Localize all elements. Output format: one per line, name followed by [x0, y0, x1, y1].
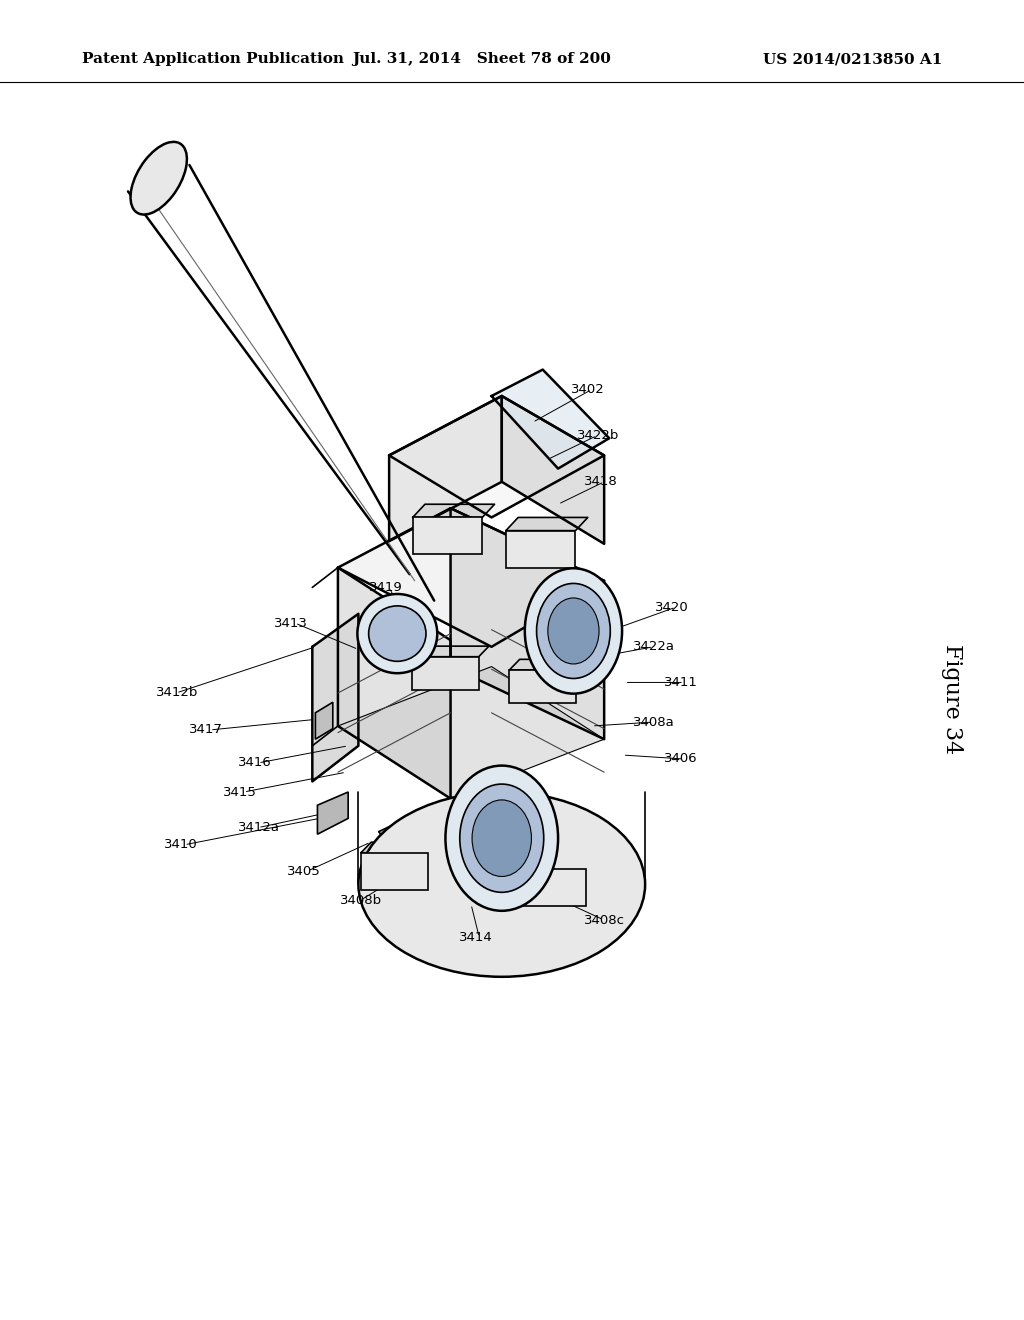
Polygon shape [506, 531, 575, 568]
Text: 3402: 3402 [571, 383, 605, 396]
Polygon shape [510, 858, 596, 869]
Text: 3412b: 3412b [156, 686, 198, 700]
Polygon shape [412, 647, 489, 657]
Polygon shape [317, 792, 348, 834]
Ellipse shape [472, 800, 531, 876]
Text: 3413: 3413 [274, 616, 308, 630]
Polygon shape [389, 396, 604, 517]
Polygon shape [338, 667, 604, 799]
Text: 3422b: 3422b [577, 429, 618, 442]
Text: 3406: 3406 [664, 752, 697, 766]
Ellipse shape [537, 583, 610, 678]
Ellipse shape [548, 598, 599, 664]
Polygon shape [413, 504, 495, 517]
Polygon shape [338, 568, 451, 799]
Text: 3417: 3417 [189, 723, 223, 737]
Ellipse shape [357, 594, 437, 673]
Text: 3408a: 3408a [633, 715, 675, 729]
Text: 3405: 3405 [287, 865, 321, 878]
Polygon shape [451, 508, 604, 739]
Text: US 2014/0213850 A1: US 2014/0213850 A1 [763, 53, 942, 66]
Polygon shape [510, 671, 575, 704]
Text: 3408b: 3408b [340, 894, 382, 907]
Polygon shape [502, 396, 604, 544]
Text: Jul. 31, 2014   Sheet 78 of 200: Jul. 31, 2014 Sheet 78 of 200 [352, 53, 610, 66]
Polygon shape [492, 370, 609, 469]
Ellipse shape [525, 568, 623, 694]
Text: Figure 34: Figure 34 [941, 644, 964, 755]
Text: 3419: 3419 [369, 581, 402, 594]
Polygon shape [510, 660, 586, 671]
Polygon shape [379, 812, 435, 858]
Polygon shape [510, 869, 586, 906]
Polygon shape [389, 396, 502, 541]
Text: 3418: 3418 [584, 475, 617, 488]
Polygon shape [361, 853, 428, 890]
Text: 3411: 3411 [664, 676, 697, 689]
Ellipse shape [369, 606, 426, 661]
Text: 3410: 3410 [164, 838, 198, 851]
Polygon shape [412, 657, 479, 689]
Ellipse shape [130, 141, 187, 215]
Text: 3408c: 3408c [584, 913, 625, 927]
Polygon shape [315, 702, 333, 739]
Text: 3415: 3415 [223, 785, 257, 799]
Text: 3422a: 3422a [633, 640, 675, 653]
Text: 3414: 3414 [459, 931, 493, 944]
Polygon shape [506, 517, 588, 531]
Polygon shape [338, 508, 604, 647]
Polygon shape [413, 517, 482, 554]
Text: 3412a: 3412a [238, 821, 280, 834]
Text: 3420: 3420 [655, 601, 689, 614]
Text: 3416: 3416 [238, 756, 271, 770]
Polygon shape [312, 614, 358, 781]
Ellipse shape [460, 784, 544, 892]
Text: Patent Application Publication: Patent Application Publication [82, 53, 344, 66]
Polygon shape [361, 842, 438, 853]
Ellipse shape [358, 792, 645, 977]
Ellipse shape [445, 766, 558, 911]
